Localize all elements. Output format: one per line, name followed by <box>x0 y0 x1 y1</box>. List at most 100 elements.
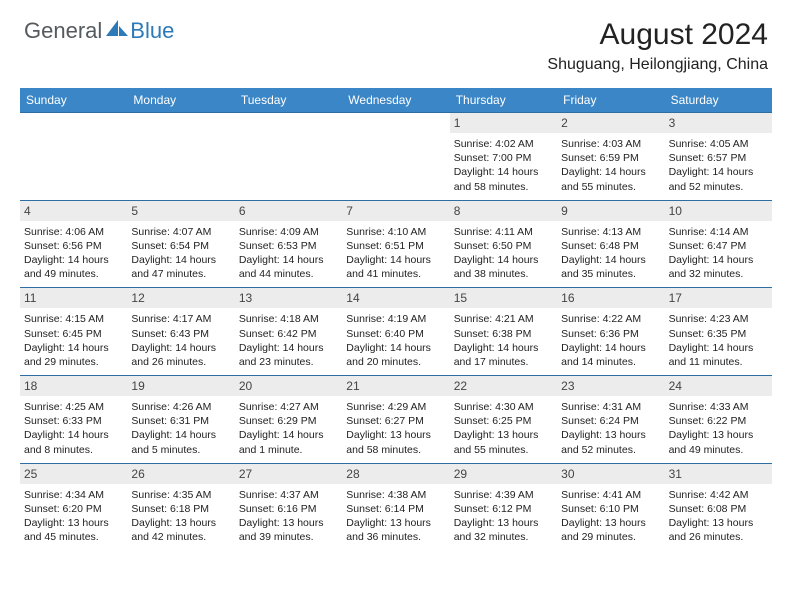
month-title: August 2024 <box>547 18 768 52</box>
day-number: 8 <box>450 201 557 221</box>
daylight-text: Daylight: 14 hours and 32 minutes. <box>669 253 768 281</box>
day-cell: 5 Sunrise: 4:07 AMSunset: 6:54 PMDaylight… <box>127 201 234 288</box>
sunrise-text: Sunrise: 4:35 AM <box>131 488 230 502</box>
sunset-text: Sunset: 6:59 PM <box>561 151 660 165</box>
sunrise-text: Sunrise: 4:13 AM <box>561 225 660 239</box>
daylight-text: Daylight: 13 hours and 29 minutes. <box>561 516 660 544</box>
header: General Blue August 2024 Shuguang, Heilo… <box>0 0 792 82</box>
day-detail: Sunrise: 4:39 AMSunset: 6:12 PMDaylight:… <box>454 488 553 545</box>
daylight-text: Daylight: 13 hours and 32 minutes. <box>454 516 553 544</box>
day-number: 3 <box>665 113 772 133</box>
sunset-text: Sunset: 6:27 PM <box>346 414 445 428</box>
daylight-text: Daylight: 13 hours and 26 minutes. <box>669 516 768 544</box>
daylight-text: Daylight: 14 hours and 20 minutes. <box>346 341 445 369</box>
day-detail: Sunrise: 4:15 AMSunset: 6:45 PMDaylight:… <box>24 312 123 369</box>
daylight-text: Daylight: 14 hours and 38 minutes. <box>454 253 553 281</box>
daylight-text: Daylight: 13 hours and 36 minutes. <box>346 516 445 544</box>
day-number: 25 <box>20 464 127 484</box>
day-cell: 4Sunrise: 4:06 AMSunset: 6:56 PMDaylight… <box>20 201 127 288</box>
brand-part2: Blue <box>130 18 174 44</box>
day-cell: 11Sunrise: 4:15 AMSunset: 6:45 PMDayligh… <box>20 288 127 375</box>
day-cell: 29 Sunrise: 4:39 AMSunset: 6:12 PMDayligh… <box>450 464 557 551</box>
daylight-text: Daylight: 13 hours and 49 minutes. <box>669 428 768 456</box>
sunrise-text: Sunrise: 4:02 AM <box>454 137 553 151</box>
daylight-text: Daylight: 13 hours and 45 minutes. <box>24 516 123 544</box>
sunrise-text: Sunrise: 4:38 AM <box>346 488 445 502</box>
sunrise-text: Sunrise: 4:39 AM <box>454 488 553 502</box>
daylight-text: Daylight: 14 hours and 35 minutes. <box>561 253 660 281</box>
day-number: 6 <box>235 201 342 221</box>
daylight-text: Daylight: 13 hours and 58 minutes. <box>346 428 445 456</box>
sunrise-text: Sunrise: 4:11 AM <box>454 225 553 239</box>
sunset-text: Sunset: 6:14 PM <box>346 502 445 516</box>
day-detail: Sunrise: 4:29 AMSunset: 6:27 PMDaylight:… <box>346 400 445 457</box>
sunset-text: Sunset: 6:47 PM <box>669 239 768 253</box>
sunrise-text: Sunrise: 4:10 AM <box>346 225 445 239</box>
sunrise-text: Sunrise: 4:19 AM <box>346 312 445 326</box>
sunrise-text: Sunrise: 4:23 AM <box>669 312 768 326</box>
sunset-text: Sunset: 6:35 PM <box>669 327 768 341</box>
calendar-grid: SundayMondayTuesdayWednesdayThursdayFrid… <box>20 88 772 550</box>
sunset-text: Sunset: 6:38 PM <box>454 327 553 341</box>
day-number: 30 <box>557 464 664 484</box>
sunrise-text: Sunrise: 4:37 AM <box>239 488 338 502</box>
sunset-text: Sunset: 6:12 PM <box>454 502 553 516</box>
brand-part1: General <box>24 18 102 44</box>
sunset-text: Sunset: 6:45 PM <box>24 327 123 341</box>
sunset-text: Sunset: 6:43 PM <box>131 327 230 341</box>
day-cell: 14Sunrise: 4:19 AMSunset: 6:40 PMDayligh… <box>342 288 449 375</box>
day-cell: 20Sunrise: 4:27 AMSunset: 6:29 PMDayligh… <box>235 376 342 463</box>
daylight-text: Daylight: 14 hours and 52 minutes. <box>669 165 768 193</box>
day-detail: Sunrise: 4:34 AMSunset: 6:20 PMDaylight:… <box>24 488 123 545</box>
day-detail: Sunrise: 4:41 AMSunset: 6:10 PMDaylight:… <box>561 488 660 545</box>
location-subtitle: Shuguang, Heilongjiang, China <box>547 56 768 74</box>
daylight-text: Daylight: 14 hours and 1 minute. <box>239 428 338 456</box>
day-detail: Sunrise: 4:05 AMSunset: 6:57 PMDaylight:… <box>669 137 768 194</box>
day-cell: 1Sunrise: 4:02 AMSunset: 7:00 PMDaylight… <box>450 113 557 200</box>
day-cell: 13Sunrise: 4:18 AMSunset: 6:42 PMDayligh… <box>235 288 342 375</box>
daylight-text: Daylight: 14 hours and 14 minutes. <box>561 341 660 369</box>
sunset-text: Sunset: 6:16 PM <box>239 502 338 516</box>
day-cell: 10Sunrise: 4:14 AMSunset: 6:47 PMDayligh… <box>665 201 772 288</box>
sunrise-text: Sunrise: 4:30 AM <box>454 400 553 414</box>
daylight-text: Daylight: 13 hours and 55 minutes. <box>454 428 553 456</box>
day-number: 5 <box>127 201 234 221</box>
daylight-text: Daylight: 14 hours and 17 minutes. <box>454 341 553 369</box>
sunset-text: Sunset: 6:36 PM <box>561 327 660 341</box>
day-detail: Sunrise: 4:02 AMSunset: 7:00 PMDaylight:… <box>454 137 553 194</box>
sunset-text: Sunset: 6:18 PM <box>131 502 230 516</box>
day-cell: 28Sunrise: 4:38 AMSunset: 6:14 PMDayligh… <box>342 464 449 551</box>
sunrise-text: Sunrise: 4:05 AM <box>669 137 768 151</box>
sunset-text: Sunset: 6:54 PM <box>131 239 230 253</box>
sunrise-text: Sunrise: 4:22 AM <box>561 312 660 326</box>
daylight-text: Daylight: 14 hours and 26 minutes. <box>131 341 230 369</box>
day-cell-empty <box>342 113 449 200</box>
sunset-text: Sunset: 6:08 PM <box>669 502 768 516</box>
day-detail: Sunrise: 4:27 AMSunset: 6:29 PMDaylight:… <box>239 400 338 457</box>
day-cell: 9Sunrise: 4:13 AMSunset: 6:48 PMDaylight… <box>557 201 664 288</box>
sunrise-text: Sunrise: 4:26 AM <box>131 400 230 414</box>
daylight-text: Daylight: 14 hours and 58 minutes. <box>454 165 553 193</box>
daylight-text: Daylight: 13 hours and 39 minutes. <box>239 516 338 544</box>
day-detail: Sunrise: 4:07 AMSunset: 6:54 PMDaylight:… <box>131 225 230 282</box>
dow-cell: Friday <box>557 88 664 112</box>
sunset-text: Sunset: 6:40 PM <box>346 327 445 341</box>
day-number: 26 <box>127 464 234 484</box>
day-cell: 22Sunrise: 4:30 AMSunset: 6:25 PMDayligh… <box>450 376 557 463</box>
sunrise-text: Sunrise: 4:21 AM <box>454 312 553 326</box>
sunrise-text: Sunrise: 4:29 AM <box>346 400 445 414</box>
daylight-text: Daylight: 14 hours and 23 minutes. <box>239 341 338 369</box>
sunset-text: Sunset: 6:29 PM <box>239 414 338 428</box>
day-detail: Sunrise: 4:25 AMSunset: 6:33 PMDaylight:… <box>24 400 123 457</box>
brand-sail-icon <box>106 18 128 43</box>
daylight-text: Daylight: 14 hours and 49 minutes. <box>24 253 123 281</box>
day-number: 29 <box>450 464 557 484</box>
day-detail: Sunrise: 4:38 AMSunset: 6:14 PMDaylight:… <box>346 488 445 545</box>
sunrise-text: Sunrise: 4:41 AM <box>561 488 660 502</box>
sunset-text: Sunset: 6:57 PM <box>669 151 768 165</box>
dow-cell: Wednesday <box>342 88 449 112</box>
day-number: 12 <box>127 288 234 308</box>
sunrise-text: Sunrise: 4:03 AM <box>561 137 660 151</box>
sunrise-text: Sunrise: 4:25 AM <box>24 400 123 414</box>
day-cell: 31Sunrise: 4:42 AMSunset: 6:08 PMDayligh… <box>665 464 772 551</box>
